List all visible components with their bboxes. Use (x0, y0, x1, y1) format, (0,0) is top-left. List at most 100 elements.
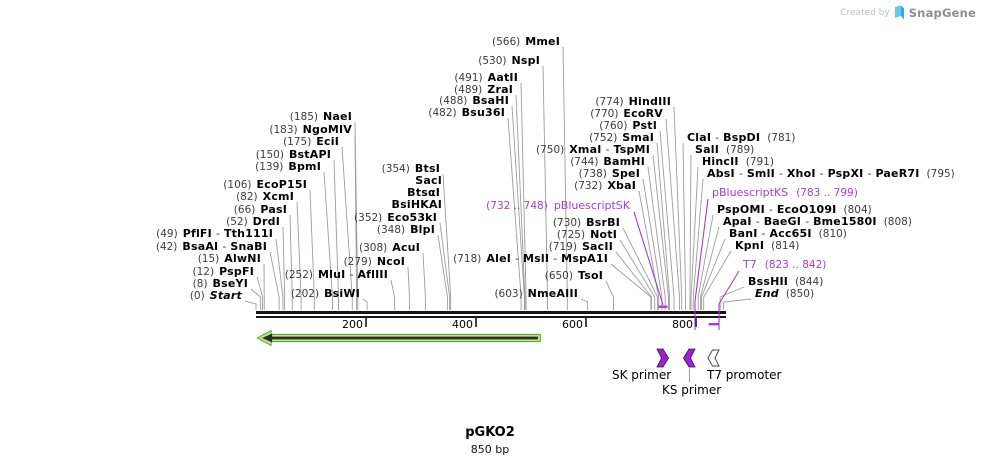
enzyme-name: NspI (511, 54, 540, 67)
site-label-xmai-tspmi[interactable]: (750) XmaI - TspMI (536, 143, 650, 157)
enzyme-name: BtsI (414, 162, 440, 175)
site-position: (491) (454, 72, 483, 84)
enzyme-name: Tth111I (223, 227, 273, 240)
plasmid-length: 850 bp (470, 443, 510, 456)
enzyme-name: NmeAIII (527, 287, 578, 300)
site-label-alwni[interactable]: (15) AlwNI (198, 253, 261, 266)
primer-label-sk-primer[interactable]: SK primer (612, 368, 672, 382)
feature-label-pbluescriptsk[interactable]: (732 .. 748) pBluescriptSK (486, 200, 630, 213)
site-label-hincii[interactable]: HincII (791) (702, 155, 774, 169)
site-label-end[interactable]: End (850) (755, 288, 815, 301)
site-position: (732) (574, 180, 603, 192)
site-label-xcmi[interactable]: (82) XcmI (236, 190, 294, 204)
site-label-sacii[interactable]: (719) SacII (549, 241, 613, 254)
site-label-aatii[interactable]: (491) AatII (454, 72, 518, 85)
site-label-spei[interactable]: (738) SpeI (578, 168, 640, 181)
site-position: (738) (578, 168, 607, 180)
site-label-mmei[interactable]: (566) MmeI (492, 36, 560, 49)
enzyme-name: BamHI (603, 155, 645, 168)
site-label-noti[interactable]: (725) NotI (557, 229, 617, 242)
site-label-bsu36i[interactable]: (482) Bsu36I (428, 107, 505, 120)
site-position: (82) (236, 191, 258, 203)
enzyme-name: XcmI (262, 190, 294, 203)
site-label-naei[interactable]: (185) NaeI (290, 111, 352, 124)
site-label-bsihkai[interactable]: BsiHKAI (392, 199, 442, 211)
site-label-start[interactable]: (0) Start (190, 290, 242, 303)
site-position: (52) (226, 216, 248, 228)
site-label-clai-bspdi[interactable]: ClaI - BspDI (781) (687, 132, 795, 145)
enzyme-name: PaeR7I (875, 167, 920, 180)
site-label-absi-smli-xhoi-pspxi-paer7i[interactable]: AbsI - SmlI - XhoI - PspXI - PaeR7I (795) (707, 167, 955, 181)
site-label-mlui-afliii[interactable]: (252) MluI - AflIII (285, 268, 388, 282)
site-label-blpi[interactable]: (348) BlpI (377, 223, 435, 237)
site-label-pspfi[interactable]: (12) PspFI (192, 266, 254, 279)
site-label-btsαi[interactable]: BtsαI (407, 187, 440, 199)
site-label-bstapi[interactable]: (150) BstAPI (256, 149, 331, 162)
site-label-sali[interactable]: SalI (789) (695, 144, 754, 157)
site-position: (42) (155, 241, 178, 253)
site-label-pflfi-tth111i[interactable]: (49) PflFI - Tth111I (156, 227, 273, 241)
feature-label-pbluescriptks[interactable]: pBluescriptKS (783 .. 799) (712, 187, 858, 200)
site-position: (489) (454, 84, 483, 96)
site-label-acui[interactable]: (308) AcuI (359, 242, 420, 255)
primer-label-ks-primer[interactable]: KS primer (662, 383, 722, 397)
site-label-zrai[interactable]: (489) ZraI (454, 84, 513, 97)
site-label-bsshii[interactable]: BssHII (844) (748, 276, 824, 289)
name-separator: - (805, 215, 810, 228)
name-separator: - (768, 203, 773, 216)
site-label-xbai[interactable]: (732) XbaI (574, 180, 636, 193)
site-label-apai-baegi-bme1580i[interactable]: ApaI - BaeGI - Bme1580I (808) (723, 215, 912, 229)
enzyme-name: TspMI (613, 143, 650, 156)
site-label-bamhi[interactable]: (744) BamHI (570, 155, 645, 169)
site-label-bsahi[interactable]: (488) BsaHI (439, 94, 509, 108)
enzyme-name: EciI (316, 135, 339, 148)
enzyme-name: AflIII (357, 268, 388, 281)
site-label-pspomi-ecoo109i[interactable]: PspOMI - EcoO109I (804) (717, 203, 872, 217)
feature-label-t7[interactable]: T7 (823 .. 842) (743, 259, 826, 272)
name-separator: - (761, 227, 766, 240)
site-label-drdi[interactable]: (52) DrdI (226, 216, 280, 229)
site-label-bani-acc65i[interactable]: BanI - Acc65I (810) (729, 227, 847, 241)
orf-arrow-core (262, 333, 538, 343)
t7-promoter-icon[interactable] (707, 349, 720, 367)
site-position: (844) (795, 276, 824, 288)
primer-label-t7-promoter[interactable]: T7 promoter (707, 368, 782, 382)
site-label-alei-msli-mspa1i[interactable]: (718) AleI - MslI - MspA1I (453, 253, 608, 266)
name-separator: - (738, 167, 743, 180)
enzyme-name: SnaBI (230, 240, 267, 253)
site-position: (530) (478, 55, 507, 67)
enzyme-name: BsaHI (472, 94, 509, 107)
site-label-smai[interactable]: (752) SmaI (589, 131, 654, 145)
site-label-pasi[interactable]: (66) PasI (234, 204, 287, 217)
site-label-btsi[interactable]: (354) BtsI (382, 162, 440, 176)
site-label-bsaai-snabi[interactable]: (42) BsaAI - SnaBI (155, 240, 267, 254)
site-label-ncoi[interactable]: (279) NcoI (344, 255, 405, 269)
site-label-nspi[interactable]: (530) NspI (478, 54, 540, 68)
site-label-ecop15i[interactable]: (106) EcoP15I (223, 179, 307, 192)
enzyme-name: SmaI (622, 131, 654, 144)
site-label-nmeaiii[interactable]: (603) NmeAIII (494, 287, 578, 301)
ks-primer-icon[interactable] (683, 348, 696, 368)
site-label-bsiwi[interactable]: (202) BsiWI (291, 288, 360, 301)
axis-tick-label: 600 (562, 318, 583, 331)
site-position: (850) (785, 288, 815, 300)
site-label-ngomiv[interactable]: (183) NgoMIV (269, 124, 352, 137)
site-label-psti[interactable]: (760) PstI (599, 120, 657, 133)
sk-primer-icon[interactable] (656, 348, 669, 368)
site-label-hindiii[interactable]: (774) HindIII (595, 96, 671, 109)
enzyme-name: HincII (702, 155, 739, 168)
site-label-bpmi[interactable]: (139) BpmI (255, 161, 321, 174)
site-label-kpni[interactable]: KpnI (814) (735, 240, 799, 253)
site-label-ecorv[interactable]: (770) EcoRV (590, 108, 663, 121)
site-label-saci[interactable]: SacI (415, 175, 442, 187)
site-label-ecii[interactable]: (175) EciI (283, 135, 339, 149)
site-label-tsoi[interactable]: (650) TsoI (545, 270, 603, 283)
enzyme-name: NcoI (376, 255, 405, 268)
enzyme-name: BlpI (410, 223, 435, 236)
site-label-bseyi[interactable]: (8) BseYI (193, 278, 248, 291)
site-label-bsrbi[interactable]: (730) BsrBI (553, 217, 620, 230)
site-position: (12) (192, 266, 215, 278)
site-label-eco53ki[interactable]: (352) Eco53kI (354, 212, 437, 225)
axis-tick-label: 800 (672, 318, 693, 331)
